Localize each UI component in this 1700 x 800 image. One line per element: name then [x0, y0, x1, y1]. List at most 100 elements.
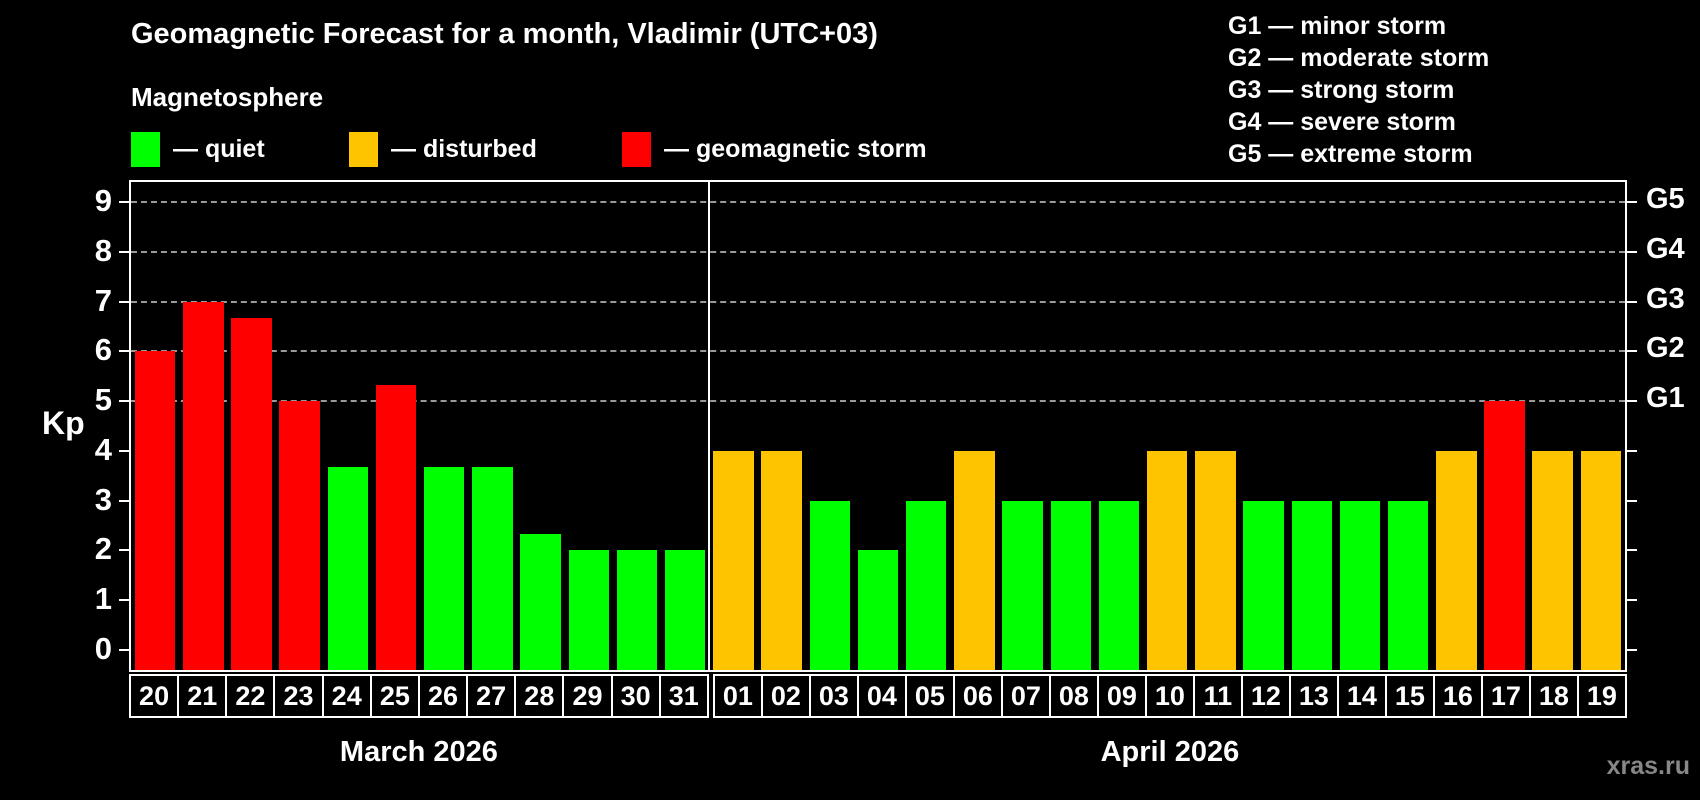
right-axis-tick [1627, 250, 1637, 253]
left-axis-tick [119, 499, 129, 502]
left-axis-tick [119, 200, 129, 203]
y-tick-label: 3 [94, 481, 112, 517]
date-label: 05 [904, 676, 953, 716]
kp-bar [954, 450, 995, 670]
kp-bar [905, 500, 947, 670]
date-label: 13 [1288, 676, 1337, 716]
date-label: 09 [1096, 676, 1145, 716]
date-label: 04 [856, 676, 905, 716]
kp-bar [1387, 500, 1429, 670]
kp-bar [1146, 450, 1188, 670]
right-axis-tick [1627, 499, 1637, 502]
g3-legend-line: G3 — strong storm [1228, 76, 1455, 104]
right-axis-g-label: G5 [1646, 182, 1685, 215]
kp-bar [1532, 450, 1573, 670]
g4-legend-line: G4 — severe storm [1228, 108, 1456, 136]
date-label: 10 [1144, 676, 1193, 716]
y-tick-label: 4 [94, 431, 112, 467]
legend-quiet-label: — quiet [173, 135, 265, 163]
kp-bar [231, 317, 272, 670]
legend-item-quiet: — quiet [131, 131, 265, 168]
date-label: 22 [225, 676, 273, 716]
date-label: 06 [952, 676, 1001, 716]
right-axis-tick [1627, 400, 1637, 403]
date-label: 11 [1192, 676, 1241, 716]
right-axis-tick [1627, 300, 1637, 303]
date-label: 26 [417, 676, 466, 716]
kp-bar [1002, 500, 1043, 670]
gridline-kp-5 [131, 400, 1625, 403]
g2-legend-line: G2 — moderate storm [1228, 44, 1490, 72]
kp-bar [568, 550, 610, 670]
left-axis-tick [119, 649, 129, 652]
kp-bar [1050, 500, 1091, 670]
quiet-swatch-icon [131, 132, 160, 167]
y-tick-label: 9 [94, 182, 112, 218]
right-axis-g-label: G4 [1646, 232, 1685, 265]
g5-legend-line: G5 — extreme storm [1228, 140, 1473, 168]
date-label: 21 [177, 676, 225, 716]
left-axis-tick [119, 449, 129, 452]
date-label: 03 [808, 676, 857, 716]
left-axis-tick [119, 250, 129, 253]
g-scale-legend: G1 — minor storm G2 — moderate storm G3 … [1228, 10, 1489, 170]
kp-bar [183, 301, 224, 670]
y-tick-label: 5 [94, 382, 112, 418]
right-axis-tick [1627, 449, 1637, 452]
y-tick-label: 1 [94, 581, 112, 617]
gridline-kp-8 [131, 250, 1625, 253]
kp-bar [1436, 450, 1477, 670]
month-separator-line [708, 182, 711, 670]
right-axis-tick [1627, 649, 1637, 652]
date-label: 24 [321, 676, 370, 716]
subtitle-magnetosphere: Magnetosphere [131, 82, 324, 112]
left-axis-tick [119, 549, 129, 552]
right-axis-g-label: G2 [1646, 332, 1685, 365]
date-label: 01 [722, 680, 753, 711]
gridline-kp-7 [131, 300, 1625, 303]
right-axis-tick [1627, 599, 1637, 602]
date-label: 25 [369, 676, 418, 716]
date-label: 15 [1384, 676, 1433, 716]
kp-bar [664, 550, 706, 670]
left-axis-tick [119, 599, 129, 602]
gridline-kp-9 [131, 200, 1625, 203]
kp-bar [809, 500, 851, 670]
date-label: 12 [1240, 676, 1289, 716]
month-label: March 2026 [339, 736, 498, 768]
kp-bar [279, 401, 320, 670]
date-label: 27 [466, 676, 514, 716]
kp-bar [424, 467, 465, 670]
watermark-xras: xras.ru [1606, 752, 1690, 780]
date-label: 28 [514, 676, 562, 716]
date-label: 18 [1528, 676, 1577, 716]
left-axis-tick [119, 350, 129, 353]
kp-bar [1339, 500, 1381, 670]
gridline-kp-6 [131, 350, 1625, 353]
kp-bar [134, 351, 176, 670]
kp-bar [1484, 401, 1525, 670]
y-tick-label: 8 [94, 232, 112, 268]
date-label: 31 [658, 676, 707, 716]
date-label: 14 [1336, 676, 1385, 716]
page-title: Geomagnetic Forecast for a month, Vladim… [131, 18, 878, 50]
y-tick-label: 2 [94, 531, 112, 567]
legend-disturbed-label: — disturbed [391, 135, 537, 163]
y-axis-title-kp: Kp [42, 405, 85, 441]
kp-bar [1243, 500, 1284, 670]
kp-bar [375, 384, 417, 670]
kp-bar [761, 450, 802, 670]
date-label: 08 [1048, 676, 1097, 716]
plot-area [129, 180, 1627, 672]
date-label: 23 [273, 676, 321, 716]
date-strip: 01 02 03 04 05 06 07 08 09 10 11 12 13 14 15 16 17 18 19 [712, 674, 1627, 718]
disturbed-swatch-icon [349, 132, 378, 167]
kp-bar [616, 550, 658, 670]
right-axis-tick [1627, 549, 1637, 552]
left-axis-tick [119, 400, 129, 403]
right-axis-tick [1627, 350, 1637, 353]
right-axis-g-label: G1 [1646, 382, 1685, 415]
date-label: 30 [610, 676, 659, 716]
y-tick-label: 0 [94, 631, 112, 667]
g1-legend-line: G1 — minor storm [1228, 12, 1447, 40]
